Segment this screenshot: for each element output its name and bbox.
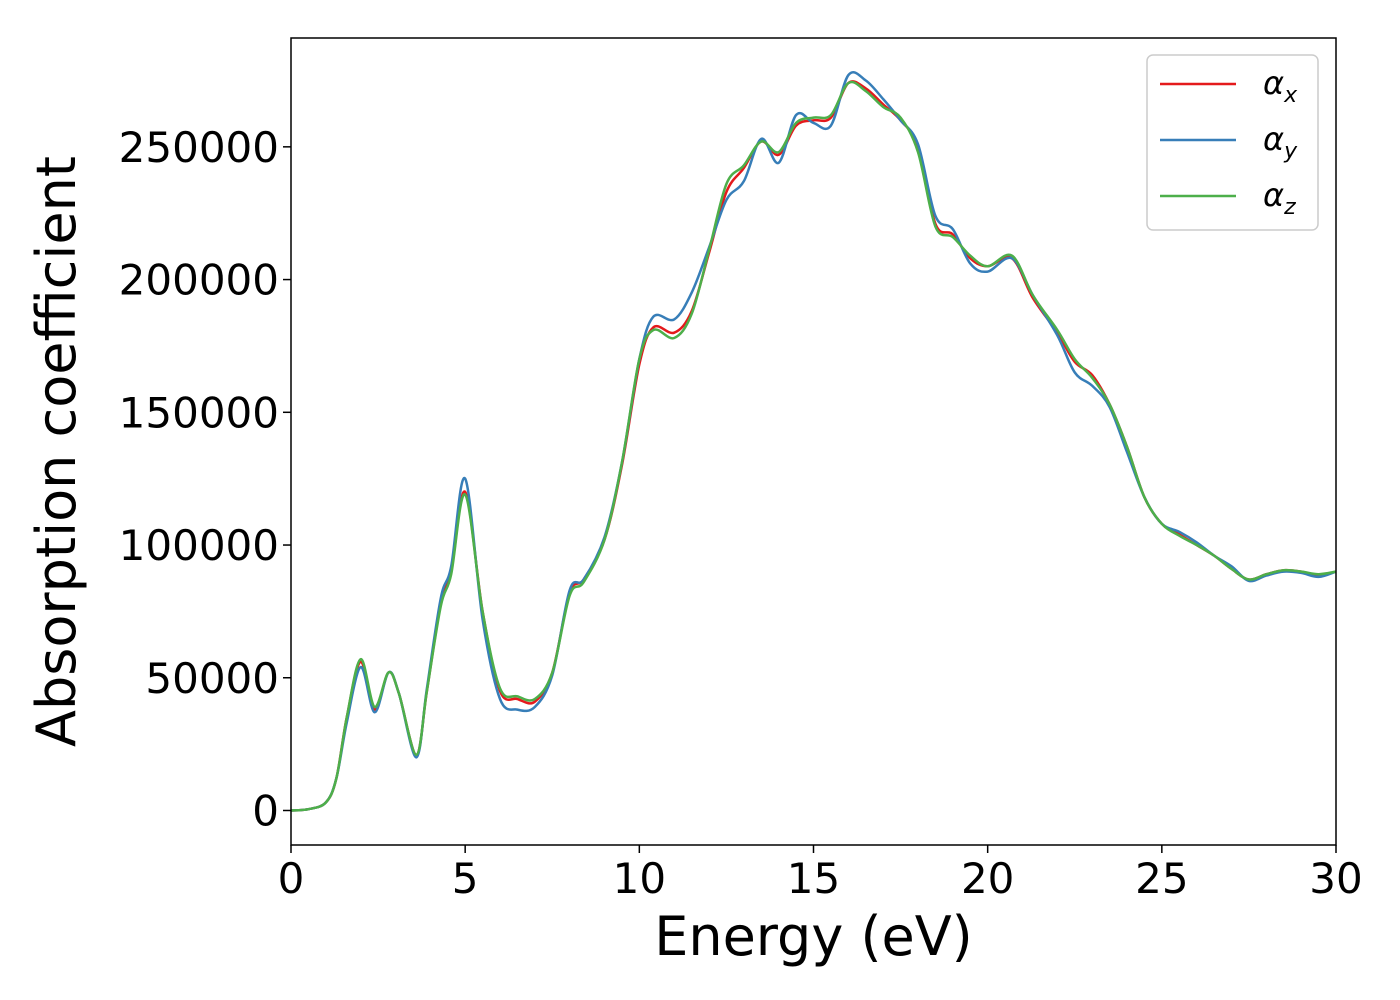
legend-label-z: αz: [1263, 176, 1296, 220]
y-tick-label: 0: [252, 786, 279, 835]
legend-box: [1146, 54, 1319, 231]
y-tick-label: 100000: [119, 521, 279, 570]
series-layer: [290, 71, 1337, 812]
x-axis: 0 5 10 15 20 25 30: [278, 845, 1363, 903]
legend: αx αy αz: [1146, 54, 1319, 231]
legend-label-x: αx: [1263, 64, 1298, 108]
y-tick-label: 250000: [119, 123, 279, 172]
x-axis-label: Energy (eV): [654, 905, 973, 968]
y-tick-label: 50000: [145, 654, 279, 703]
x-tick-label: 10: [613, 854, 666, 903]
x-tick-label: 15: [787, 854, 840, 903]
y-axis: 0 50000 100000 150000 200000 250000: [119, 123, 291, 835]
x-tick-label: 25: [1135, 854, 1188, 903]
y-tick-label: 150000: [119, 388, 279, 437]
x-tick-label: 20: [961, 854, 1014, 903]
x-tick-label: 0: [278, 854, 305, 903]
x-tick-label: 30: [1309, 854, 1362, 903]
x-tick-label: 5: [452, 854, 479, 903]
series-line-z: [290, 80, 1337, 812]
legend-label-y: αy: [1263, 120, 1298, 164]
y-axis-label: Absorption coefficient: [25, 156, 88, 747]
y-tick-label: 200000: [119, 256, 279, 305]
